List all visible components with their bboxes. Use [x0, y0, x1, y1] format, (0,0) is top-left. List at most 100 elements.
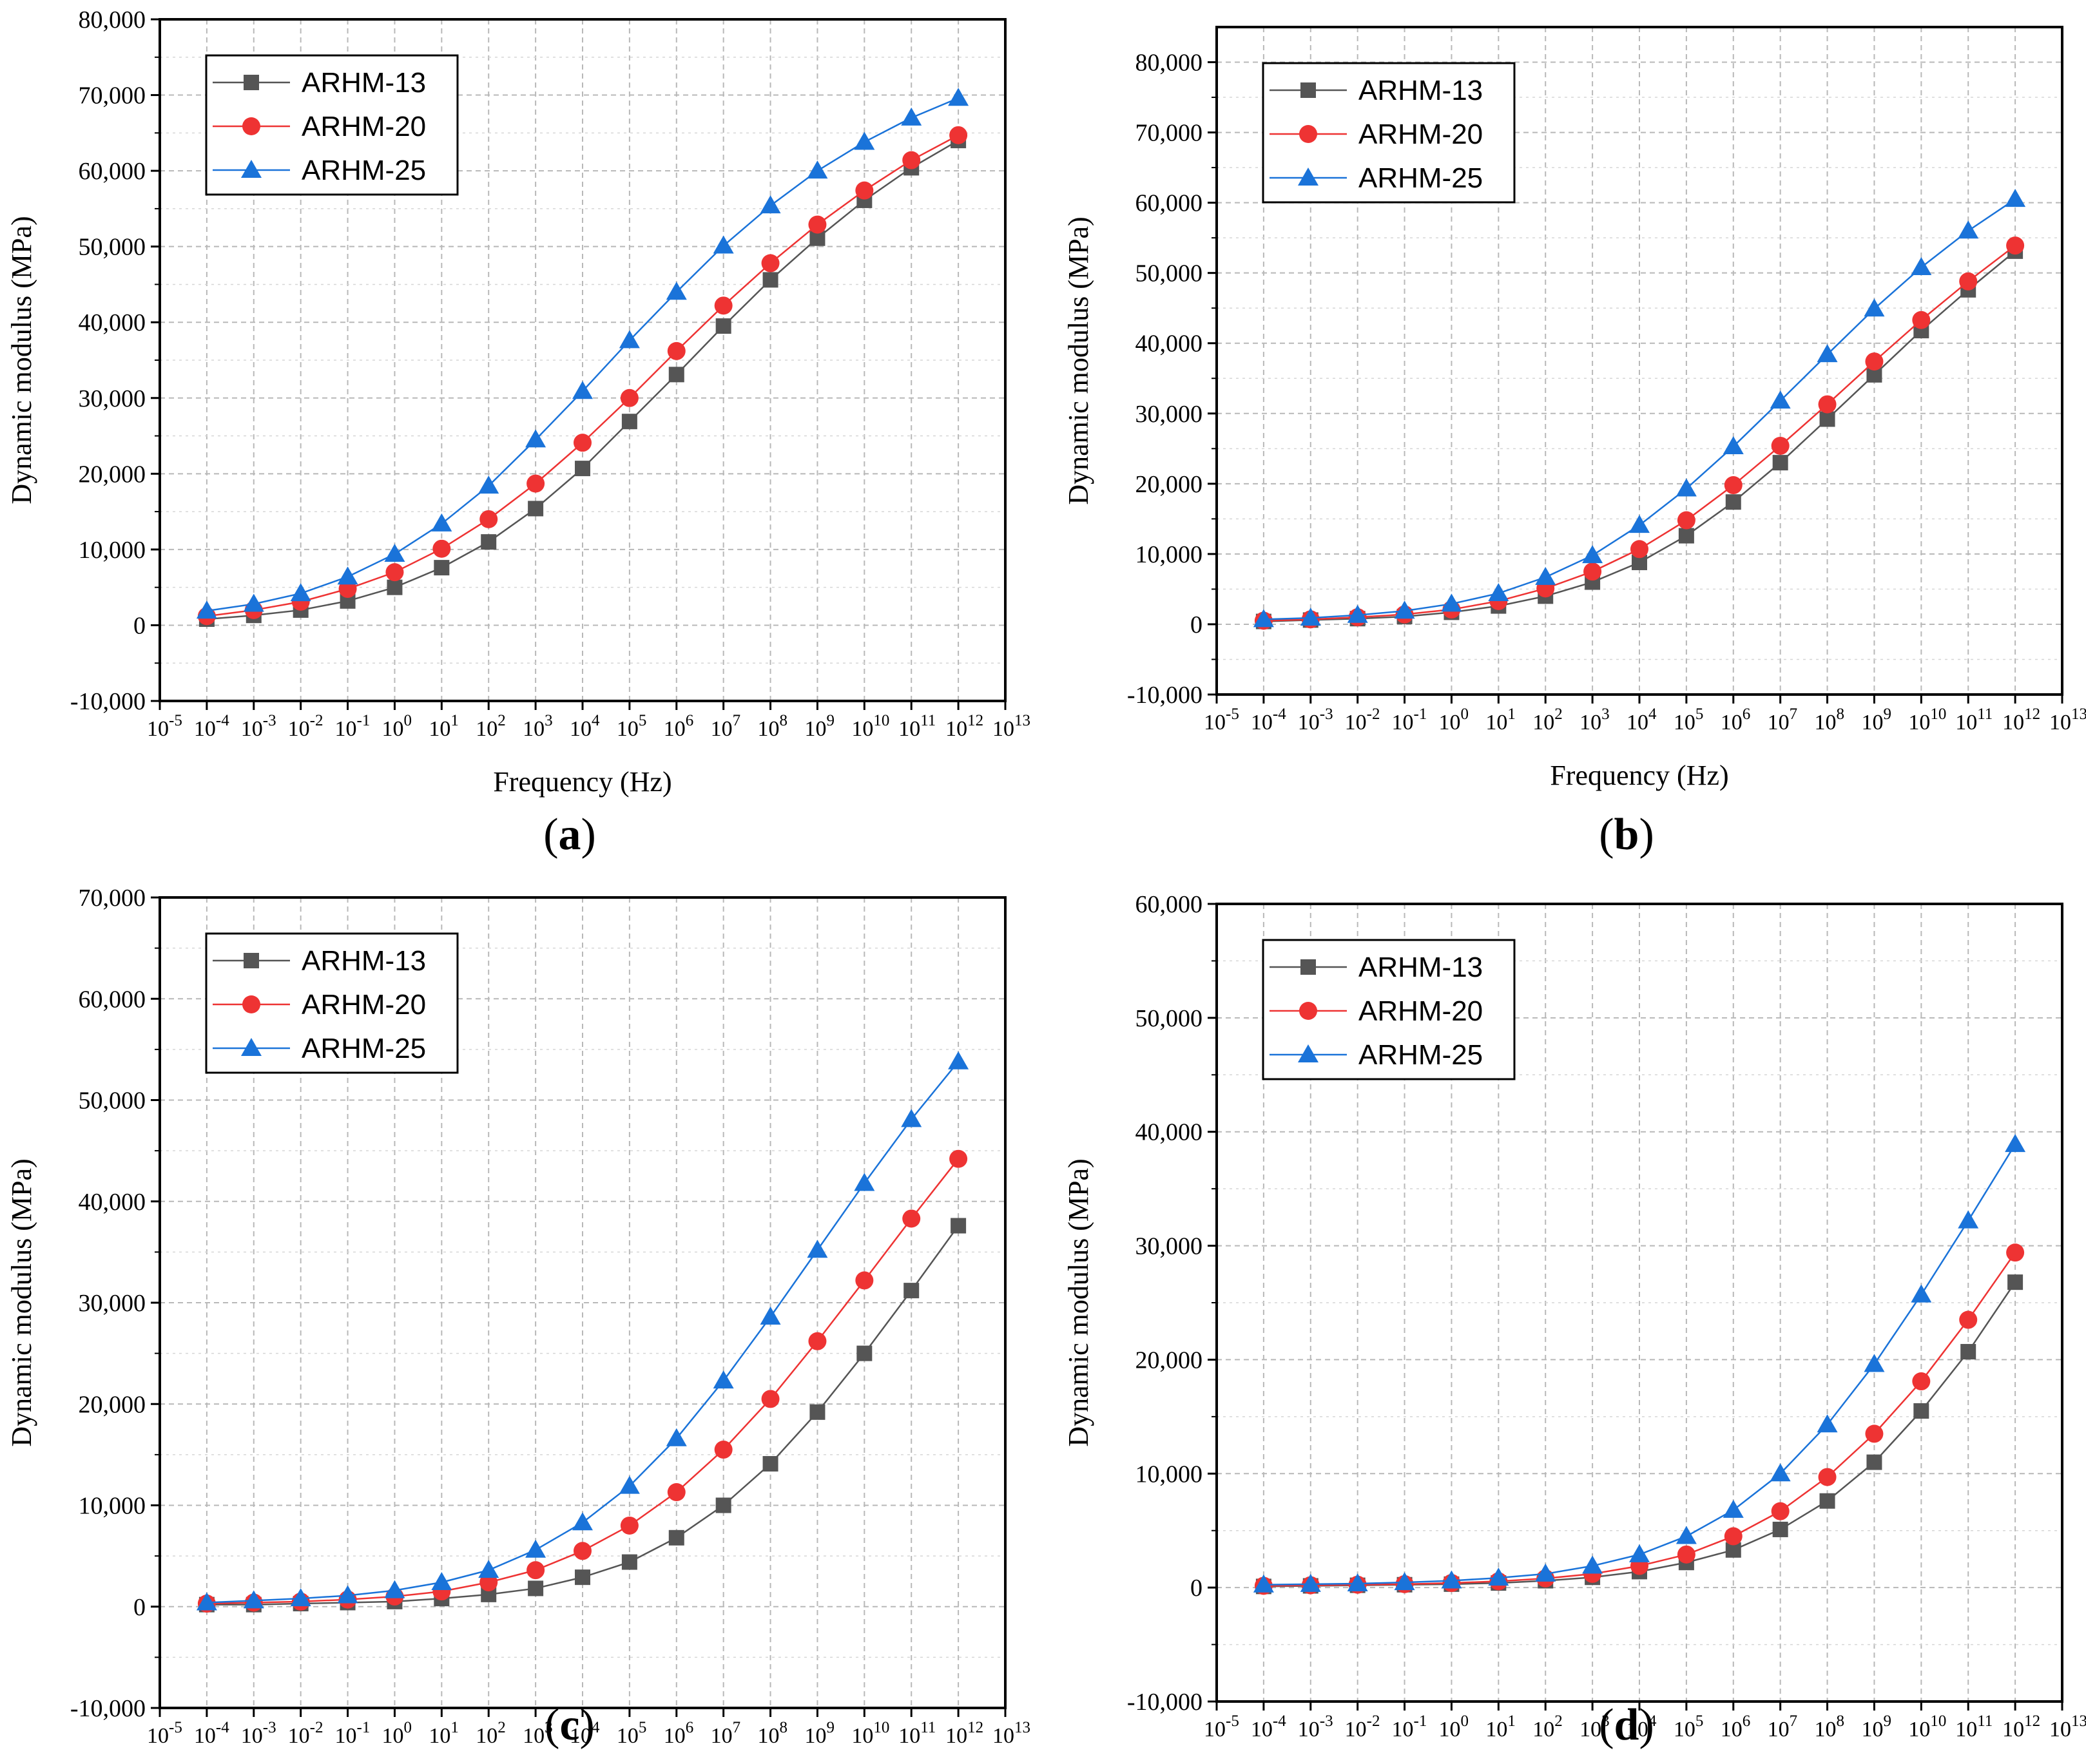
x-tick-label: 1010	[1908, 1712, 1946, 1741]
y-tick-label: 40,000	[1135, 1119, 1203, 1146]
x-tick-label: 102	[1532, 705, 1563, 734]
x-tick-label: 106	[1721, 705, 1751, 734]
data-point-arhm-25-marker	[1958, 220, 1979, 239]
data-point-arhm-25-marker	[243, 593, 264, 612]
data-point-arhm-20-marker	[855, 1271, 874, 1290]
legend-arhm-13-marker	[244, 953, 259, 968]
data-point-arhm-25-marker	[1535, 1563, 1556, 1582]
x-tick-label: 10-4	[1251, 705, 1286, 734]
data-point-arhm-13-marker	[528, 501, 544, 517]
x-tick-label: 10-4	[1251, 1712, 1286, 1741]
y-axis: -10,000 0 10,000 20,000 30,000 40,000 50,000 60…	[70, 885, 160, 1722]
x-tick-label: 10-1	[335, 1719, 371, 1748]
legend-arhm-20-marker	[1299, 1002, 1317, 1020]
chart-panel-d: -10,000 0 10,000 20,000 30,000 40,000 50,000 60…	[1063, 891, 2086, 1750]
y-axis: -10,000 0 10,000 20,000 30,000 40,000 50,000 60…	[1127, 50, 1217, 709]
legend-label-arhm-25: ARHM-25	[302, 1033, 426, 1064]
data-point-arhm-25-marker	[1253, 1574, 1274, 1593]
y-tick-label: 40,000	[79, 309, 146, 336]
x-tick-label: 102	[476, 1719, 506, 1748]
y-tick-label: 0	[133, 612, 146, 639]
y-tick-label: 30,000	[1135, 401, 1203, 428]
data-point-arhm-13-marker	[668, 1529, 684, 1546]
data-point-arhm-20-marker	[2006, 1243, 2025, 1262]
data-point-arhm-13-marker	[668, 367, 684, 383]
data-point-arhm-20-marker	[902, 151, 921, 169]
data-point-arhm-13-marker	[1772, 1521, 1788, 1537]
x-tick-label: 1013	[992, 712, 1030, 741]
x-tick-label: 101	[429, 712, 459, 741]
x-tick-label: 107	[1768, 1712, 1798, 1741]
data-point-arhm-20-marker	[855, 181, 874, 200]
data-point-arhm-25-marker	[478, 1560, 499, 1578]
data-point-arhm-25-marker	[431, 513, 452, 532]
data-point-arhm-13-marker	[1960, 1344, 1976, 1360]
data-point-arhm-25-marker	[1394, 1572, 1415, 1591]
data-point-arhm-25-marker	[384, 543, 405, 562]
x-tick-label: 107	[711, 1719, 741, 1748]
series-arhm-25	[196, 88, 969, 619]
data-point-arhm-25-marker	[1488, 1567, 1509, 1586]
x-tick-label: 105	[617, 1719, 647, 1748]
x-tick-label: 1013	[992, 1719, 1030, 1748]
data-point-arhm-25-marker	[713, 235, 734, 254]
x-axis-title: Frequency (Hz)	[493, 766, 671, 798]
x-tick-label: 10-5	[1204, 1712, 1239, 1741]
data-point-arhm-25-marker	[1723, 436, 1744, 455]
chart-panel-b: -10,000 0 10,000 20,000 30,000 40,000 50,000 60…	[1063, 26, 2086, 859]
data-point-arhm-13-marker	[621, 1554, 637, 1570]
y-tick-label: -10,000	[70, 688, 146, 715]
x-tick-label: 1012	[2002, 705, 2040, 734]
data-point-arhm-20-marker	[1818, 395, 1837, 414]
y-tick-label: 40,000	[1135, 331, 1203, 358]
data-point-arhm-25-marker	[290, 1588, 311, 1607]
data-point-arhm-25-marker	[1488, 582, 1509, 601]
x-tick-label: 108	[1815, 1712, 1845, 1741]
data-point-arhm-13-marker	[575, 1569, 590, 1586]
x-tick-label: 10-5	[1204, 705, 1239, 734]
data-point-arhm-25-marker	[1582, 1555, 1603, 1574]
y-tick-label: 30,000	[1135, 1233, 1203, 1260]
data-point-arhm-20-marker	[1865, 352, 1884, 371]
data-point-arhm-25-marker	[666, 282, 687, 300]
legend: ARHM-13 ARHM-20 ARHM-25	[1262, 939, 1516, 1080]
data-point-arhm-20-marker	[526, 474, 545, 493]
data-point-arhm-25-marker	[1864, 1354, 1885, 1372]
legend-label-arhm-25: ARHM-25	[302, 155, 426, 186]
legend-label-arhm-20: ARHM-20	[302, 111, 426, 142]
data-point-arhm-25-marker	[619, 1475, 640, 1494]
y-tick-label: 50,000	[79, 1088, 146, 1115]
data-point-arhm-13-marker	[715, 318, 731, 334]
data-point-arhm-20-marker	[761, 254, 780, 273]
y-tick-label: 0	[133, 1594, 146, 1621]
data-point-arhm-20-marker	[1771, 436, 1790, 455]
x-axis-title: Frequency (Hz)	[1550, 760, 1728, 791]
data-point-arhm-20-marker	[432, 539, 451, 558]
y-tick-label: 30,000	[79, 385, 146, 412]
x-tick-label: 1012	[2002, 1712, 2040, 1741]
data-point-arhm-25-marker	[713, 1370, 734, 1389]
x-tick-label: 107	[1768, 705, 1798, 734]
x-tick-label: 1013	[2049, 705, 2086, 734]
x-tick-label: 108	[1815, 705, 1845, 734]
y-tick-label: 50,000	[79, 234, 146, 261]
y-tick-label: 70,000	[79, 82, 146, 110]
x-tick-label: 103	[1579, 1712, 1610, 1741]
y-tick-label: 0	[1190, 1575, 1202, 1602]
y-tick-label: -10,000	[1127, 1689, 1202, 1716]
data-point-arhm-25-marker	[196, 1592, 217, 1611]
data-point-arhm-25-marker	[572, 381, 593, 399]
y-tick-label: 10,000	[1135, 1461, 1203, 1488]
y-tick-label: -10,000	[1127, 682, 1202, 709]
data-point-arhm-13-marker	[481, 534, 497, 550]
y-tick-label: 30,000	[79, 1290, 146, 1317]
data-point-arhm-25-marker	[1629, 1544, 1650, 1562]
data-point-arhm-25-marker	[1300, 1573, 1321, 1592]
data-point-arhm-13-marker	[809, 1404, 826, 1420]
x-tick-label: 10-2	[1345, 1712, 1380, 1741]
data-point-arhm-25-marker	[525, 1539, 546, 1558]
x-tick-label: 1012	[945, 1719, 983, 1748]
data-point-arhm-20-marker	[667, 1483, 686, 1502]
data-point-arhm-20-marker	[1865, 1424, 1884, 1443]
data-point-arhm-13-marker	[762, 272, 778, 288]
